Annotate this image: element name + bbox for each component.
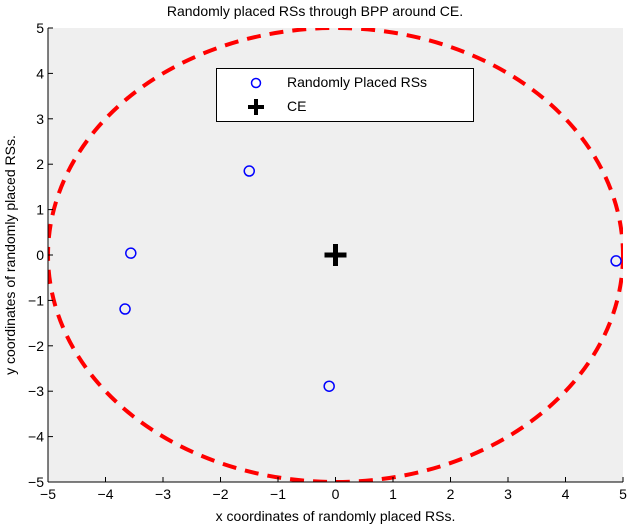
legend-item-ce: CE: [217, 95, 473, 119]
y-tick-label: 1: [36, 202, 44, 218]
x-tick-label: 3: [504, 486, 512, 502]
x-tick-label: −5: [40, 486, 56, 502]
y-tick-label: 5: [36, 20, 44, 36]
y-tick-label: −3: [28, 383, 44, 399]
y-tick-label: −2: [28, 338, 44, 354]
legend: Randomly Placed RSs CE: [216, 68, 474, 122]
y-tick-label: −5: [28, 474, 44, 490]
data-points: [119, 165, 622, 392]
y-tick-label: 2: [36, 156, 44, 172]
ce-marker: [324, 244, 347, 266]
y-tick-label: −4: [28, 429, 44, 445]
x-tick-label: −3: [155, 486, 171, 502]
x-tick-label: 4: [562, 486, 570, 502]
y-tick-label: 3: [36, 111, 44, 127]
chart-title: Randomly placed RSs through BPP around C…: [166, 3, 464, 19]
x-tick-label: −2: [213, 486, 229, 502]
x-tick-label: −1: [270, 486, 286, 502]
open-circle-marker-icon: [250, 77, 262, 89]
x-tick-label: 5: [619, 486, 627, 502]
legend-label: CE: [287, 98, 307, 114]
x-tick-label: 1: [389, 486, 397, 502]
x-axis-label: x coordinates of randomly placed RSs.: [215, 508, 456, 524]
x-tick-label: 2: [447, 486, 455, 502]
y-tick-label: 4: [36, 65, 44, 81]
rs-marker: [119, 303, 131, 315]
y-tick-label: −1: [28, 292, 44, 308]
x-tick-label: 0: [332, 486, 340, 502]
y-tick-label: 0: [36, 247, 44, 263]
rs-marker: [323, 380, 335, 392]
axes: −5 −4 −3 −2 −1 0 1 2 3 4 5 −5 −4 −3 −2 −1 0 1 2 3 4 5: [28, 20, 627, 502]
x-tick-label: −4: [98, 486, 114, 502]
y-axis-label: y coordinates of randomly placed RSs.: [2, 135, 18, 375]
rs-marker: [125, 247, 137, 259]
rs-marker: [243, 165, 255, 177]
plus-marker-icon: [248, 99, 264, 115]
rs-marker: [610, 255, 622, 267]
legend-label: Randomly Placed RSs: [287, 74, 428, 90]
legend-item-rs: Randomly Placed RSs: [217, 71, 473, 95]
